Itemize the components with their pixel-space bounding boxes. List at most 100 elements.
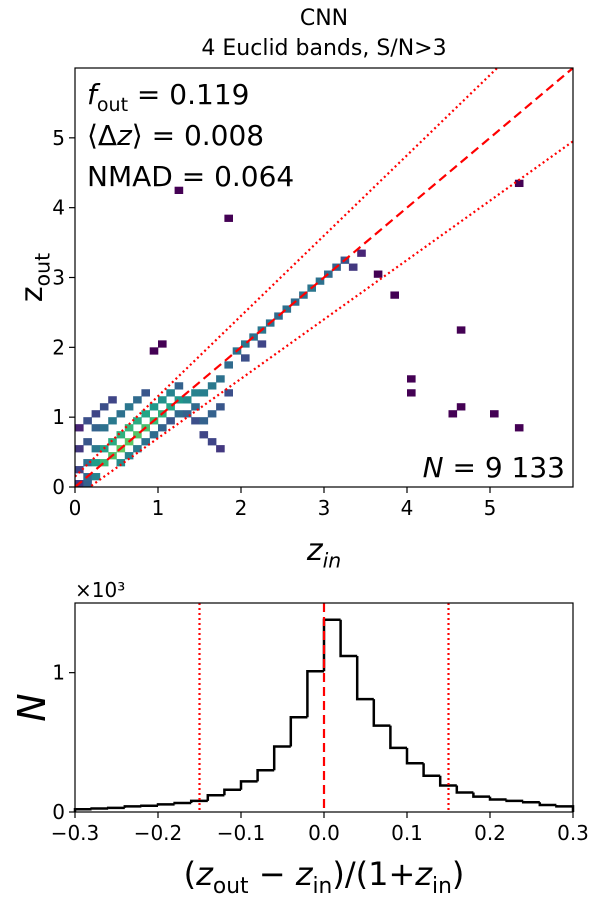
heatmap-cell	[124, 403, 134, 411]
heatmap-cell	[282, 305, 292, 313]
histogram-step	[472, 792, 490, 798]
text-part: ⟨Δ	[87, 119, 117, 152]
subscript: in	[313, 874, 333, 899]
heatmap-cell	[133, 431, 142, 439]
heatmap-cell	[249, 333, 258, 341]
x-tick-label: −0.2	[134, 821, 183, 845]
subscript: in	[432, 874, 452, 899]
histogram-step	[223, 788, 241, 796]
heatmap-cell	[83, 480, 92, 487]
x-tick-label: 0.0	[308, 821, 340, 845]
heatmap-cell	[108, 396, 117, 404]
heatmap-cell	[141, 389, 150, 397]
rich-label: (zout − zin)/(1+zin)	[184, 855, 465, 899]
y-tick-label: 0	[52, 475, 65, 499]
italic-text: z	[295, 855, 314, 893]
heatmap-cell	[182, 410, 192, 418]
heatmap-cell	[166, 403, 175, 411]
x-tick-label: 0	[69, 496, 82, 520]
heatmap-cell	[99, 424, 109, 432]
heatmap-cell	[199, 417, 209, 425]
x-tick-label: 5	[484, 496, 497, 520]
heatmap-cell	[91, 410, 101, 418]
histogram-step	[239, 780, 258, 790]
x-tick-label: 4	[401, 496, 414, 520]
text-part: z	[306, 533, 324, 568]
heatmap-cell	[191, 403, 200, 411]
y-tick-label: 5	[52, 126, 65, 150]
heatmap-cell	[149, 347, 159, 355]
x-tick-label: 3	[318, 496, 331, 520]
heatmap-cell	[91, 473, 101, 481]
subscript: out	[31, 253, 55, 286]
text-part: (	[184, 855, 196, 893]
histogram-step	[555, 805, 575, 812]
histogram-step	[90, 807, 109, 810]
heatmap-cell	[207, 382, 217, 390]
rich-label: NMAD = 0.064	[87, 160, 294, 193]
histogram-step	[256, 768, 275, 782]
histogram-step	[455, 785, 474, 794]
rich-label: zin	[306, 533, 341, 573]
histogram-step	[422, 763, 441, 778]
chart-subtitle: 4 Euclid bands, S/N>3	[201, 36, 446, 61]
heatmap-cell	[191, 389, 200, 397]
text-part: )/(1+	[332, 855, 415, 893]
heatmap-cell	[456, 403, 466, 411]
histogram-step	[106, 806, 125, 810]
heatmap-cell	[158, 424, 167, 432]
heatmap-cell	[224, 361, 233, 369]
rich-label: N = 9 133	[423, 451, 565, 484]
heatmap-cell	[75, 445, 84, 453]
heatmap-cell	[149, 403, 159, 411]
heatmap-cell	[91, 445, 101, 453]
reference-line	[87, 140, 573, 487]
histogram-step	[538, 802, 557, 807]
x-tick-label: 1	[152, 496, 165, 520]
reference-line	[75, 68, 573, 487]
text-part: )	[452, 855, 464, 893]
heatmap-cell	[407, 389, 416, 397]
text-part: = 0.119	[128, 78, 249, 111]
histogram-step	[505, 799, 524, 803]
x-tick-label: −0.3	[51, 821, 100, 845]
heatmap-cell	[108, 417, 117, 425]
heatmap-cell	[216, 445, 225, 453]
heatmap-cell	[174, 396, 184, 404]
heatmap-cell	[514, 179, 524, 188]
heatmap-cell	[99, 459, 109, 467]
histogram-step	[189, 799, 208, 803]
italic-text: N	[423, 451, 444, 484]
heatmap-cell	[199, 431, 209, 439]
heatmap-cell	[158, 340, 167, 348]
x-tick-label: 0.2	[474, 821, 506, 845]
heatmap-cell	[216, 375, 225, 383]
heatmap-cell	[174, 410, 184, 418]
heatmap-cell	[91, 424, 101, 432]
heatmap-cell	[207, 438, 217, 446]
heatmap-cell	[166, 417, 175, 425]
italic-text: z	[195, 855, 214, 893]
x-tick-label: 2	[235, 496, 248, 520]
y-tick-label: 1	[52, 661, 65, 685]
histogram-step	[123, 805, 142, 808]
text-part: = 9 133	[444, 451, 565, 484]
heatmap-cell	[133, 445, 142, 453]
histogram-step	[306, 670, 324, 718]
heatmap-cell	[99, 403, 109, 411]
subscript: out	[213, 874, 249, 899]
heatmap-cell	[191, 417, 200, 425]
histogram-step	[389, 725, 407, 750]
heatmap-cell	[199, 389, 209, 397]
heatmap-cell	[133, 417, 142, 425]
x-tick-label: 0.1	[391, 821, 423, 845]
histogram-step	[272, 745, 291, 771]
heatmap-cell	[91, 459, 101, 467]
histogram-step	[206, 794, 225, 801]
text-part: z	[15, 286, 50, 302]
rich-label: ⟨Δz⟩ = 0.008	[87, 119, 264, 152]
heatmap-cell	[490, 410, 499, 418]
heatmap-cell	[456, 326, 466, 334]
heatmap-cell	[348, 263, 358, 271]
reference-line	[75, 68, 499, 478]
